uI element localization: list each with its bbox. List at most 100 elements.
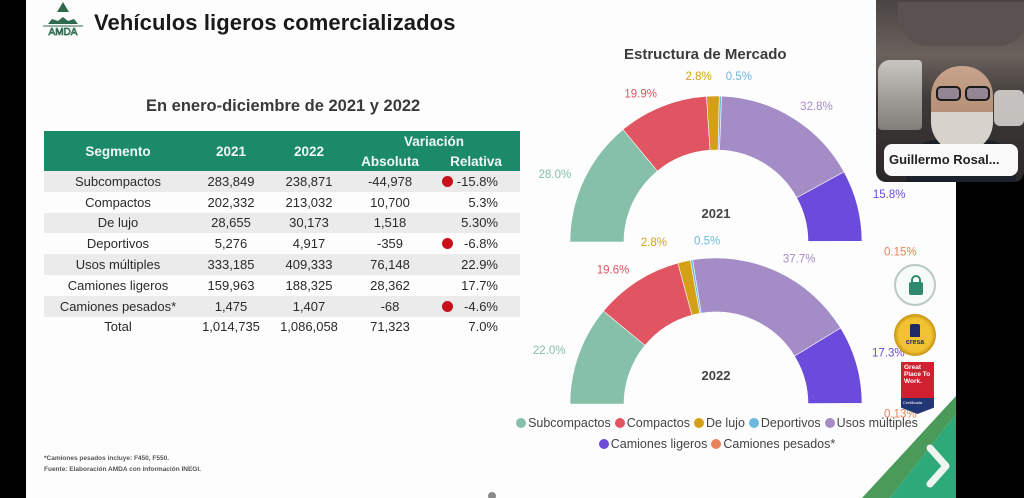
segment-cell: Camiones pesados* — [44, 295, 192, 317]
relative-value: -15.8% — [456, 173, 498, 189]
absolute-variation-cell: 1,518 — [348, 212, 432, 234]
data-label: 15.8% — [873, 189, 906, 201]
value-2021-cell: 28,655 — [192, 212, 270, 234]
header-relative: Relativa — [432, 152, 520, 171]
amda-logo: AMDA — [43, 2, 83, 38]
negative-indicator-icon — [442, 238, 453, 250]
data-label: 17.3% — [872, 347, 905, 359]
data-label: 0.5% — [726, 71, 752, 83]
segment-cell: Deportivos — [86, 236, 150, 252]
negative-indicator-icon — [442, 176, 453, 187]
header-absolute: Absoluta — [348, 152, 432, 171]
absolute-variation-cell: -44,978 — [348, 171, 432, 192]
absolute-variation-cell: 71,323 — [370, 319, 410, 335]
chart-title: Estructura de Mercado — [624, 46, 787, 63]
table-row: Camiones ligeros 159,963 188,325 28,362 17.7… — [44, 275, 520, 296]
table-row: Deportivos 5,276 4,917 -359 -6.8% — [44, 233, 520, 254]
legend-item[interactable]: Usos múltiples — [824, 413, 918, 434]
segment-cell: Usos múltiples — [44, 254, 192, 275]
participant-video[interactable]: Guillermo Rosal... — [876, 0, 1024, 182]
value-2021-cell: 1,475 — [192, 295, 270, 317]
segment-cell: Total — [104, 319, 132, 335]
relative-value: 7.0% — [468, 319, 498, 335]
relative-variation-cell: 5.30% — [432, 212, 520, 234]
legend-item[interactable]: Deportivos — [748, 413, 821, 434]
data-label: 0.5% — [694, 235, 720, 247]
header-variation: Variación — [348, 131, 520, 152]
legend-swatch-icon — [516, 418, 527, 428]
value-2022-cell: 213,032 — [285, 194, 333, 210]
header-segment: Segmento — [44, 131, 192, 171]
cresa-badge-icon: cresa — [894, 314, 936, 356]
segment-cell: De lujo — [44, 212, 192, 234]
legend-label: Usos múltiples — [836, 416, 918, 430]
legend-label: Deportivos — [760, 416, 821, 430]
data-label: 19.6% — [597, 264, 630, 276]
relative-variation-cell: 7.0% — [432, 317, 520, 338]
legend-swatch-icon — [598, 439, 609, 449]
legend-item[interactable]: Compactos — [614, 413, 690, 434]
data-label: 28.0% — [539, 169, 572, 181]
donut-segment-2021-camiones-pesados- — [807, 241, 863, 243]
legend-item[interactable]: Subcompactos — [516, 413, 611, 434]
relative-value: -6.8% — [464, 236, 498, 252]
table-row: Camiones pesados* 1,475 1,407 -68 -4.6% — [44, 295, 520, 317]
data-label: 19.9% — [624, 88, 657, 100]
relative-variation-cell: -4.6% — [432, 295, 520, 317]
relative-variation-cell: 5.3% — [432, 192, 520, 213]
table-row: De lujo 28,655 30,173 1,518 5.30% — [44, 212, 520, 234]
chart-year-label: 2022 — [702, 368, 731, 383]
legend-swatch-icon — [824, 418, 835, 428]
legend-label: Camiones pesados* — [723, 437, 836, 451]
relative-value: -4.6% — [464, 298, 498, 314]
value-2021-cell: 202,332 — [207, 194, 255, 210]
relative-value: 22.9% — [461, 257, 498, 273]
value-2021-cell: 159,963 — [207, 277, 255, 293]
market-structure-charts: 28.0% 19.9% 2.8% 0.5% 32.8% 15.8% 0.15% 2021 22.… — [533, 71, 917, 421]
legend-label: De lujo — [705, 416, 745, 430]
glasses-icon — [934, 86, 992, 102]
data-label: 2.8% — [685, 71, 711, 83]
header-2022: 2022 — [270, 131, 348, 171]
participant-name-label: Guillermo Rosal... — [884, 144, 1018, 176]
footnote: *Camiones pesados incluye: F450, F550. — [44, 455, 169, 462]
value-2022-cell: 30,173 — [270, 212, 348, 234]
absolute-variation-cell: 76,148 — [348, 254, 432, 275]
value-2022-cell: 409,333 — [270, 254, 348, 275]
next-slide-arrow[interactable] — [862, 396, 956, 498]
absolute-variation-cell: -359 — [376, 236, 404, 252]
data-label: 2.8% — [641, 237, 667, 249]
sales-table: Segmento 2021 2022 Variación Absoluta Re… — [44, 131, 520, 337]
value-2022-cell: 4,917 — [292, 236, 326, 252]
relative-variation-cell: 17.7% — [432, 275, 520, 296]
great-place-to-work-badge-icon: Great Place To Work. Certificada — [901, 362, 934, 414]
header-2021: 2021 — [192, 131, 270, 171]
segment-cell: Subcompactos — [44, 171, 192, 192]
value-2021-cell: 283,849 — [192, 171, 270, 192]
absolute-variation-cell: 10,700 — [370, 194, 410, 210]
value-2022-cell: 238,871 — [270, 171, 348, 192]
relative-variation-cell: 22.9% — [432, 254, 520, 275]
data-label: 37.7% — [783, 254, 816, 266]
value-2022-cell: 1,086,058 — [280, 319, 338, 335]
legend-item[interactable]: De lujo — [693, 413, 745, 434]
relative-variation-cell: -15.8% — [432, 171, 520, 192]
value-2022-cell: 1,407 — [270, 295, 348, 317]
value-2021-cell: 333,185 — [192, 254, 270, 275]
value-2021-cell: 1,014,735 — [202, 319, 260, 335]
legend-label: Subcompactos — [528, 416, 611, 430]
data-label: 32.8% — [800, 101, 833, 113]
legend-label: Camiones ligeros — [610, 437, 708, 451]
negative-indicator-icon — [442, 300, 453, 312]
chevron-right-icon — [926, 444, 950, 488]
value-2022-cell: 188,325 — [285, 277, 333, 293]
legend-swatch-icon — [711, 439, 722, 449]
relative-value: 5.3% — [468, 194, 498, 210]
legend-swatch-icon — [693, 418, 704, 428]
legend-item[interactable]: Camiones pesados* — [711, 434, 835, 455]
security-certification-badge-icon — [894, 264, 936, 306]
data-label: 0.15% — [884, 247, 917, 259]
source-note: Fuente: Elaboración AMDA con información… — [44, 466, 201, 473]
legend-item[interactable]: Camiones ligeros — [598, 434, 708, 455]
presentation-slide: AMDA Vehículos ligeros comercializados E… — [26, 0, 956, 498]
